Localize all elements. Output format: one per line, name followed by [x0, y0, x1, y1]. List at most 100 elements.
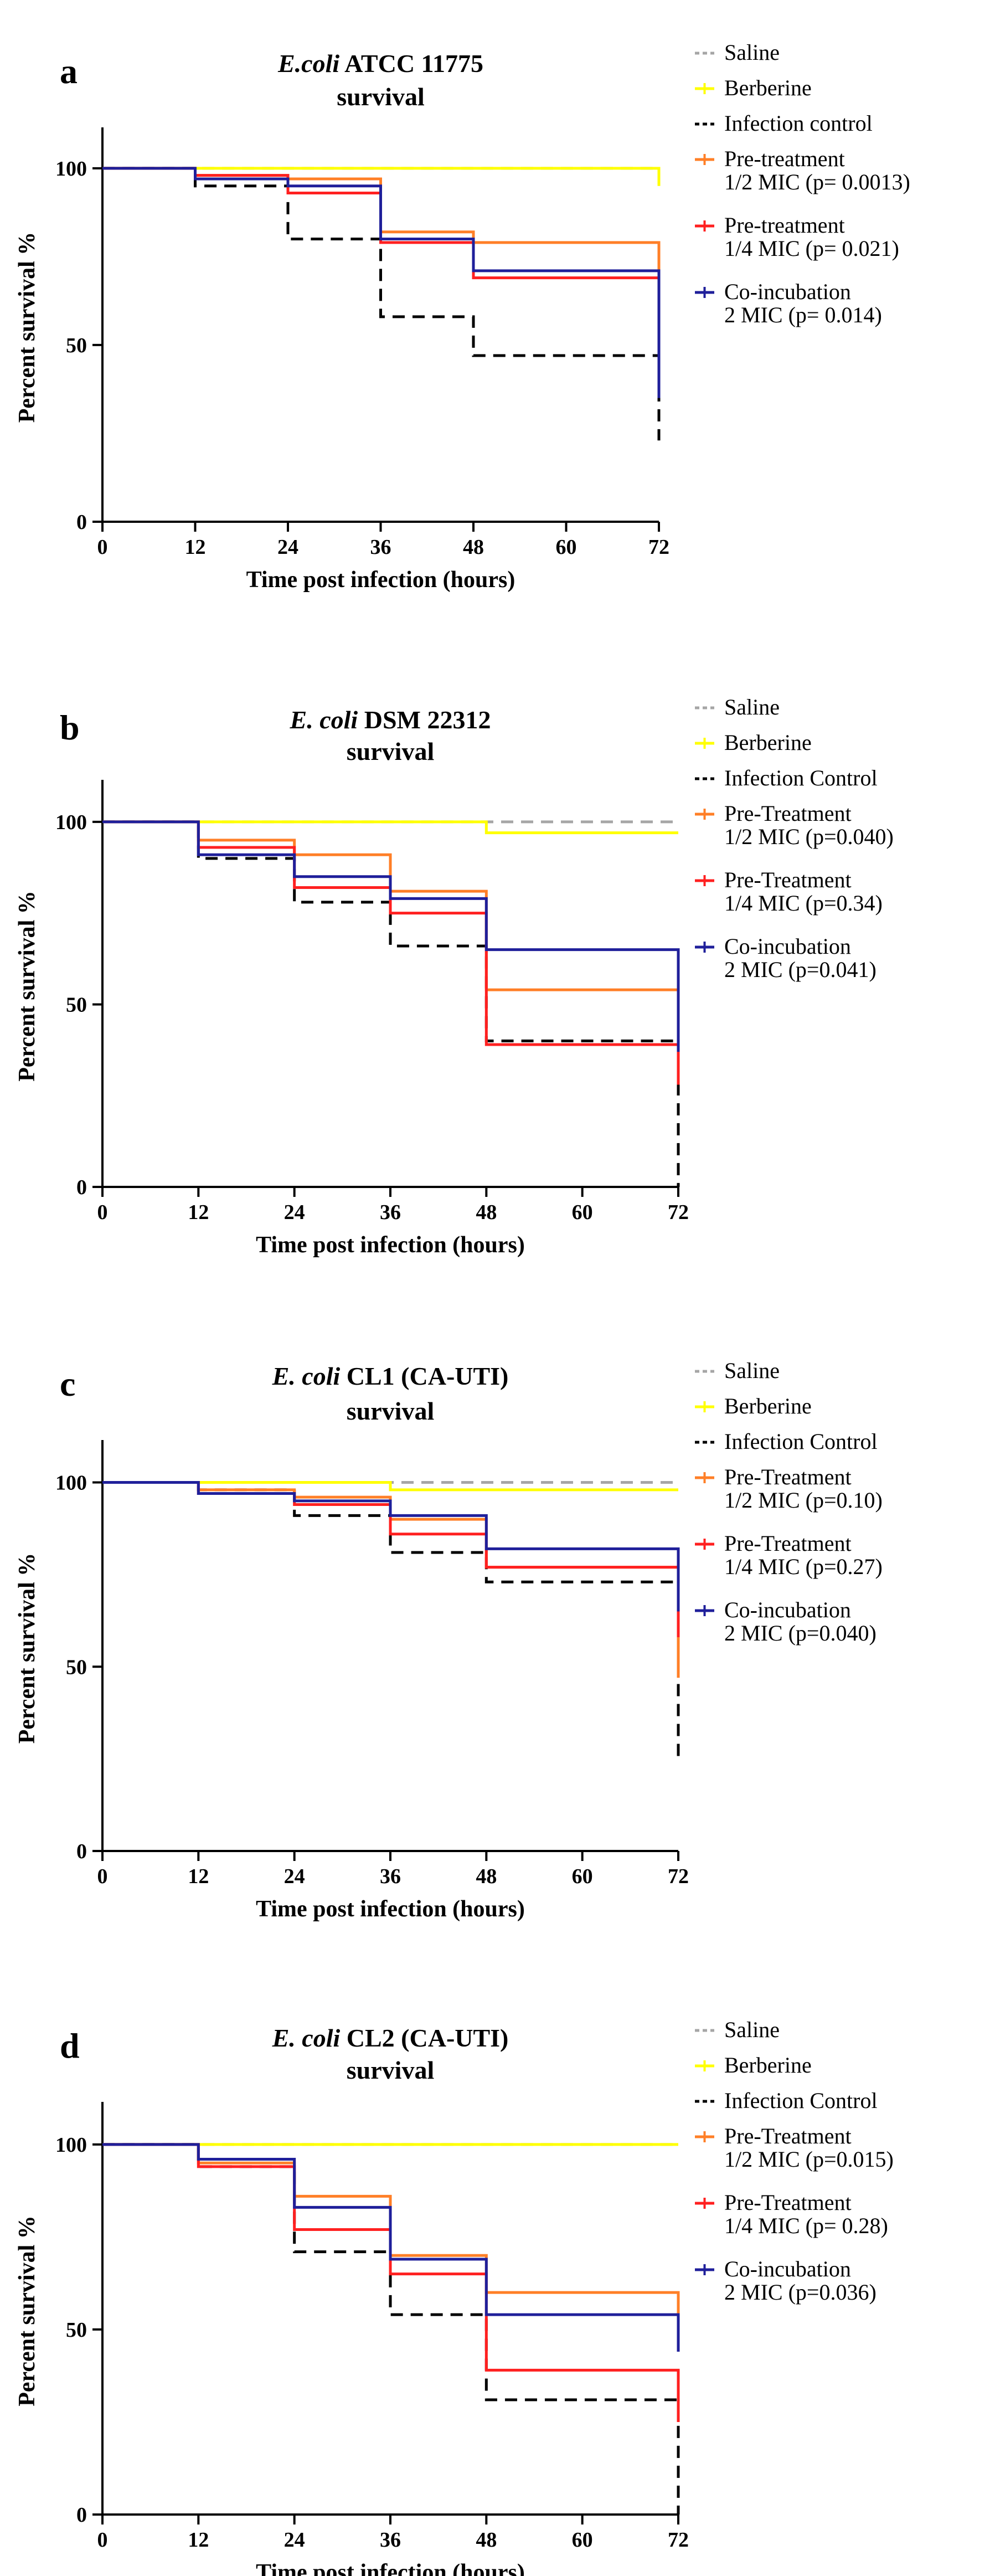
x-tick-label: 60 — [556, 536, 577, 559]
x-axis-label: Time post infection (hours) — [256, 1896, 525, 1922]
panel-b: b E. coli DSM 22312 survival 0 12 24 36 48 60 72 0… — [14, 695, 894, 1258]
panel-label: d — [60, 2026, 80, 2065]
y-tick-label: 50 — [66, 1655, 87, 1679]
chart-title-species: E. coli — [290, 706, 358, 734]
x-tick-label: 24 — [284, 2528, 305, 2552]
x-tick-label: 24 — [284, 1865, 305, 1888]
legend-item: Saline — [695, 40, 780, 65]
legend-label: Pre-Treatment — [724, 1531, 852, 1556]
y-tick-label: 50 — [66, 2318, 87, 2342]
chart-title-strain: ATCC 11775 — [339, 49, 483, 78]
y-axis-label: Percent survival % — [14, 232, 40, 423]
legend-label: Berberine — [724, 2053, 812, 2078]
series-line-1 — [102, 167, 661, 186]
chart-subtitle: survival — [347, 1397, 434, 1425]
y-tick-label: 0 — [76, 2503, 87, 2527]
chart-subtitle: survival — [347, 2056, 434, 2084]
legend-label: Saline — [724, 695, 780, 719]
series-line-5 — [102, 1481, 680, 1612]
chart-title-species: E. coli — [272, 1362, 341, 1390]
chart-title: E. coli CL2 (CA-UTI) — [272, 2024, 509, 2052]
x-axis-label: Time post infection (hours) — [246, 567, 515, 593]
x-tick-label: 0 — [97, 536, 108, 559]
y-tick-label: 50 — [66, 334, 87, 357]
chart-title-strain: CL2 (CA-UTI) — [340, 2024, 508, 2052]
x-axis-label: Time post infection (hours) — [256, 2560, 525, 2576]
legend-label: Infection Control — [724, 1429, 878, 1454]
series-line-5 — [102, 820, 680, 1052]
legend-label: 2 MIC (p=0.040) — [724, 1621, 877, 1646]
legend-label: Co-incubation — [724, 279, 851, 304]
legend-item: Saline — [695, 695, 780, 719]
legend-label: Pre-Treatment — [724, 2123, 852, 2148]
x-tick-label: 48 — [476, 1865, 497, 1888]
x-tick-label: 72 — [668, 1865, 689, 1888]
legend-label: Berberine — [724, 730, 812, 755]
legend-label: Infection control — [724, 111, 873, 136]
legend-label: 1/4 MIC (p= 0.28) — [724, 2213, 888, 2238]
y-tick-label: 100 — [55, 157, 87, 181]
legend-item: Saline — [695, 1358, 780, 1383]
chart-title: E. coli CL1 (CA-UTI) — [272, 1362, 509, 1390]
panel-label: b — [60, 708, 80, 747]
legend-label: 1/4 MIC (p= 0.021) — [724, 236, 899, 261]
legend-item: Saline — [695, 2017, 780, 2042]
x-tick-label: 12 — [188, 1201, 209, 1224]
x-tick-label: 24 — [277, 536, 298, 559]
legend-item: Berberine — [695, 75, 812, 100]
x-tick-label: 72 — [668, 2528, 689, 2552]
legend-label: Pre-treatment — [724, 146, 845, 171]
x-tick-label: 0 — [97, 1201, 108, 1224]
legend-label: Infection Control — [724, 765, 878, 790]
x-tick-label: 12 — [185, 536, 206, 559]
series-line-1 — [102, 1481, 678, 1492]
legend-label: Pre-Treatment — [724, 867, 852, 892]
panel-label: c — [60, 1364, 75, 1403]
x-tick-label: 72 — [648, 536, 669, 559]
legend-label: 1/2 MIC (p= 0.0013) — [724, 169, 910, 194]
legend-item: Co-incubation 2 MIC (p=0.040) — [695, 1597, 877, 1646]
x-tick-label: 36 — [380, 1201, 401, 1224]
chart-subtitle: survival — [337, 83, 424, 111]
x-tick-label: 12 — [188, 2528, 209, 2552]
legend-label: 2 MIC (p= 0.014) — [724, 302, 882, 327]
chart-title-species: E. coli — [272, 2024, 341, 2052]
legend-label: Saline — [724, 2017, 780, 2042]
chart-title-species: E.coli — [277, 49, 339, 78]
legend-label: 1/2 MIC (p=0.015) — [724, 2147, 894, 2172]
x-tick-label: 60 — [572, 1865, 593, 1888]
legend-label: Berberine — [724, 75, 812, 100]
x-tick-label: 12 — [188, 1865, 209, 1888]
legend-item: Berberine — [695, 1394, 812, 1418]
y-tick-label: 0 — [76, 511, 87, 534]
legend-item: Infection Control — [695, 2088, 878, 2113]
chart-subtitle: survival — [347, 737, 434, 765]
x-tick-label: 60 — [572, 2528, 593, 2552]
legend-label: Saline — [724, 40, 780, 65]
panel-d: d E. coli CL2 (CA-UTI) survival 0 12 24 36 48 60… — [14, 2017, 894, 2576]
panel-label: a — [60, 52, 78, 91]
x-tick-label: 36 — [370, 536, 391, 559]
legend-label: Pre-Treatment — [724, 1464, 852, 1489]
x-tick-label: 24 — [284, 1201, 305, 1224]
legend-item: Berberine — [695, 730, 812, 755]
legend-label: Pre-Treatment — [724, 2190, 852, 2215]
legend-label: 2 MIC (p=0.036) — [724, 2280, 877, 2305]
x-tick-label: 48 — [463, 536, 484, 559]
y-tick-label: 0 — [76, 1840, 87, 1863]
chart-title: E. coli DSM 22312 — [290, 706, 491, 734]
legend-label: Pre-treatment — [724, 213, 845, 238]
y-tick-label: 100 — [55, 1472, 87, 1495]
chart-title: E.coli ATCC 11775 — [277, 49, 483, 78]
y-tick-label: 100 — [55, 811, 87, 834]
x-tick-label: 36 — [380, 1865, 401, 1888]
y-tick-label: 50 — [66, 993, 87, 1016]
legend-item: Pre-Treatment 1/4 MIC (p=0.34) — [695, 867, 883, 916]
